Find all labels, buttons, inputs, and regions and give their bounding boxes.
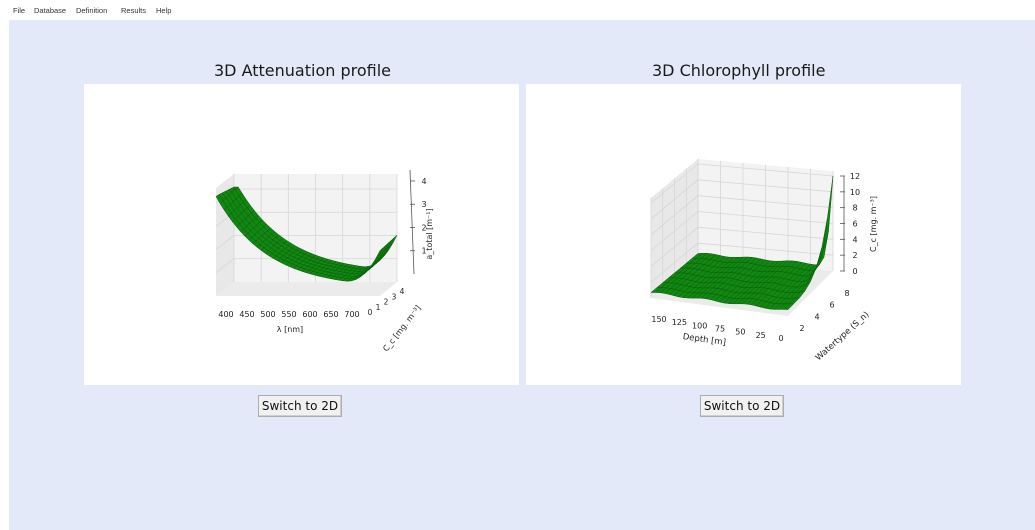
x-tick-label: 100 (692, 321, 707, 330)
x-tick-label: 150 (651, 315, 666, 324)
grid-line (697, 163, 834, 177)
z-tick-label: 1 (421, 247, 426, 256)
chlorophyll-plot-canvas: 0 2 4 6 8 10 12 C_c [mg. m⁻³] 150 125 100 75 50 25 0 De… (526, 84, 961, 385)
x-tick-label: 700 (344, 310, 359, 319)
main-area: 3D Attenuation profile 1 2 3 4 a_total [m⁻¹]… (9, 20, 1035, 530)
floor-pane (216, 282, 397, 296)
menu-help[interactable]: Help (156, 6, 172, 15)
menu-definition[interactable]: Definition (76, 6, 108, 15)
y-tick-label: 4 (814, 312, 819, 321)
chlorophyll-surface (650, 175, 834, 310)
z-tick-label: 8 (852, 204, 857, 213)
y-tick-label: 2 (799, 324, 804, 333)
x-axis-label: λ [nm] (277, 325, 303, 334)
y-tick-label: 3 (392, 292, 397, 301)
x-tick-label: 0 (778, 334, 783, 343)
x-tick-label: 600 (302, 310, 317, 319)
x-tick-label: 450 (239, 310, 254, 319)
z-tick-label: 0 (852, 267, 857, 276)
y-tick-label: 8 (844, 289, 849, 298)
attenuation-profile-title: 3D Attenuation profile (214, 61, 391, 80)
z-axis-line (409, 169, 415, 275)
y-tick-label: 1 (376, 303, 381, 312)
menu-file[interactable]: File (13, 6, 26, 15)
z-tick-label: 12 (850, 172, 860, 181)
y-axis-label: Watertype (S_n) (814, 310, 872, 363)
x-axis-label: Depth [m] (682, 332, 726, 348)
surface-facet (782, 303, 795, 310)
z-tick-label: 10 (850, 188, 860, 197)
menu-bar: File Database Definition Results Help (0, 0, 1035, 20)
y-tick-label: 4 (400, 287, 405, 296)
x-tick-label: 550 (281, 310, 296, 319)
menu-results[interactable]: Results (121, 6, 147, 15)
grid-line (650, 163, 699, 204)
grid-line (650, 242, 699, 283)
y-axis-label: C_c [mg. m⁻³] (381, 304, 423, 354)
chlorophyll-profile-title: 3D Chlorophyll profile (652, 61, 826, 80)
z-tick-label: 6 (852, 220, 857, 229)
menu-database[interactable]: Database (34, 6, 67, 15)
z-tick-label: 4 (852, 235, 857, 244)
y-tick-label: 0 (368, 308, 373, 317)
x-tick-label: 75 (715, 325, 725, 334)
grid-line (215, 258, 235, 274)
x-tick-label: 400 (218, 310, 233, 319)
z-tick-label: 3 (421, 200, 426, 209)
x-tick-label: 650 (323, 310, 338, 319)
z-tick-label: 4 (421, 177, 426, 186)
grid-line (650, 227, 699, 267)
grid-line (215, 235, 235, 250)
grid-line (697, 179, 834, 193)
z-axis-label: a_total [m⁻¹] (425, 208, 434, 259)
attenuation-surface (215, 186, 398, 282)
grid-line (650, 195, 699, 235)
y-tick-label: 2 (384, 298, 389, 307)
x-tick-label: 125 (672, 318, 687, 327)
grid-line (650, 211, 699, 251)
x-tick-label: 50 (735, 328, 745, 337)
grid-lines (650, 159, 834, 298)
chlorophyll-3d-plot: 0 2 4 6 8 10 12 C_c [mg. m⁻³] 150 125 100 75 50 25 0 De… (650, 159, 878, 363)
grid-line (697, 195, 834, 209)
grid-line (697, 242, 834, 256)
x-tick-label: 25 (756, 331, 766, 340)
z-tick-label: 2 (852, 251, 857, 260)
switch-to-2d-button-chlorophyll[interactable]: Switch to 2D (700, 395, 784, 417)
switch-to-2d-button-attenuation[interactable]: Switch to 2D (258, 395, 342, 417)
grid-line (697, 226, 834, 240)
z-axis-label: C_c [mg. m⁻³] (869, 196, 878, 252)
y-tick-label: 6 (829, 301, 834, 310)
grid-line (650, 179, 699, 220)
attenuation-plot-canvas: 1 2 3 4 a_total [m⁻¹] 400 450 500 550 600 650 700 λ … (84, 84, 519, 385)
z-tick-label: 2 (421, 223, 426, 232)
surface-facet (375, 247, 384, 259)
x-tick-label: 500 (260, 310, 275, 319)
grid-line (697, 211, 834, 224)
